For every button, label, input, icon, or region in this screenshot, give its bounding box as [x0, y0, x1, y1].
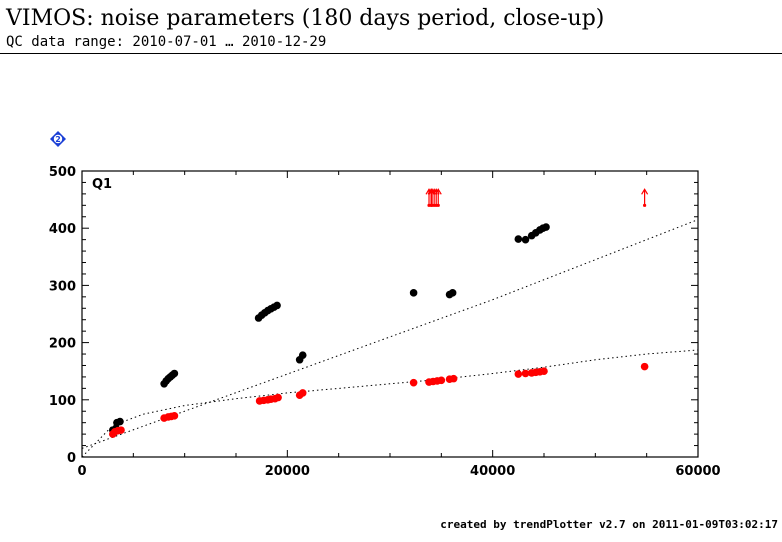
y-tick-label: 100	[49, 394, 76, 409]
y-tick-label: 500	[49, 165, 76, 180]
data-point-series-2	[540, 367, 548, 376]
data-point-series-2	[437, 376, 446, 385]
panel-label: Q1	[92, 177, 112, 192]
trend-line	[81, 349, 699, 458]
arrow-head	[434, 188, 442, 195]
footer-credit: created by trendPlotter v2.7 on 2011-01-…	[440, 518, 778, 531]
out-of-range-arrow	[641, 188, 649, 207]
data-point-series-1	[409, 289, 418, 297]
arrow-head	[641, 188, 649, 195]
x-tick-label: 60000	[675, 464, 720, 479]
page-title: VIMOS: noise parameters (180 days period…	[6, 6, 605, 31]
chart-axes: 0 20000 40000 60000 0 100 200 300 400 500	[49, 165, 721, 479]
data-point-series-2	[117, 426, 125, 434]
data-point-series-2	[274, 393, 282, 402]
trend-line	[81, 219, 699, 449]
trend-lines	[81, 219, 699, 458]
x-tick-label: 20000	[265, 464, 310, 479]
data-point-series-2	[409, 378, 418, 387]
y-tick-label: 400	[49, 222, 76, 237]
data-point-series-1	[116, 417, 124, 426]
help-diamond-icon[interactable]: 2	[50, 131, 66, 147]
y-tick-label: 0	[67, 451, 76, 466]
y-tick-label: 300	[49, 279, 76, 294]
arrow-base-dot	[643, 203, 647, 207]
data-point-series-2	[640, 362, 649, 371]
data-point-series-1	[448, 289, 457, 297]
data-points	[109, 223, 649, 438]
data-point-series-1	[298, 351, 307, 359]
data-point-series-2	[514, 370, 523, 378]
x-tick-label: 0	[77, 464, 86, 479]
page-subtitle: QC data range: 2010-07-01 … 2010-12-29	[6, 34, 327, 50]
data-point-series-2	[298, 389, 307, 397]
data-point-series-2	[449, 374, 458, 383]
data-point-series-1	[514, 235, 523, 243]
header-divider	[0, 53, 782, 54]
data-point-series-1	[273, 301, 281, 310]
data-point-series-2	[170, 412, 179, 420]
y-tick-label: 200	[49, 337, 76, 352]
out-of-range-markers	[425, 188, 649, 207]
help-icon-label: 2	[55, 135, 61, 144]
arrow-base-dot	[436, 203, 440, 207]
x-tick-label: 40000	[470, 464, 515, 479]
data-point-series-1	[542, 223, 550, 231]
arrow-head	[427, 188, 435, 195]
data-point-series-1	[521, 235, 530, 244]
data-point-series-2	[521, 369, 530, 378]
out-of-range-arrow	[434, 188, 442, 207]
data-point-series-1	[170, 369, 179, 378]
